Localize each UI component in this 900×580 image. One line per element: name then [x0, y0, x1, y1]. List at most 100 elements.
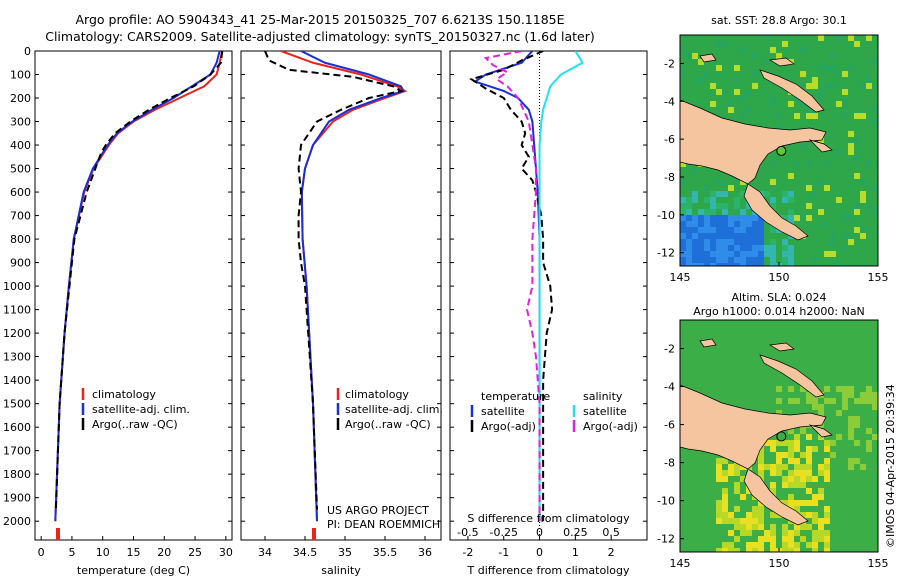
land-mass	[680, 384, 827, 470]
figure-title-line1: Argo profile: AO 5904343_41 25-Mar-2015 …	[75, 12, 565, 27]
y-tick-label: -12	[657, 247, 675, 260]
salinity-panel-frame	[240, 50, 442, 541]
salinity-series-1	[300, 51, 405, 522]
temperature-series-1	[54, 51, 221, 522]
legend-label: Argo(..raw -QC)	[92, 418, 178, 431]
legend-label: satellite	[481, 405, 525, 418]
x-tick-label: -2	[462, 546, 473, 559]
x-tick-label: 34	[258, 546, 272, 559]
legend-title: temperature	[481, 390, 550, 403]
top-tick-label: 0.5	[602, 526, 620, 539]
y-tick-label: 200	[10, 92, 31, 105]
y-tick-label: 2000	[3, 515, 31, 528]
argo-location-marker	[776, 431, 787, 442]
y-tick-label: 1600	[3, 421, 31, 434]
top-axis-label: S difference from climatology	[467, 512, 630, 525]
y-tick-label: 100	[10, 69, 31, 82]
x-tick-label: 20	[157, 546, 171, 559]
y-tick-label: 800	[10, 233, 31, 246]
difference-panel-frame	[449, 50, 648, 541]
difference-series-2	[538, 51, 584, 522]
temperature-series-2	[54, 51, 224, 510]
y-tick-label: -2	[664, 343, 675, 356]
x-tick-label: 36	[418, 546, 432, 559]
y-tick-label: 1400	[3, 374, 31, 387]
y-tick-label: 700	[10, 210, 31, 223]
x-axis-label: salinity	[321, 564, 361, 577]
y-tick-label: 1900	[3, 492, 31, 505]
argo-location-marker	[776, 145, 787, 156]
y-tick-label: -4	[664, 381, 675, 394]
y-tick-label: 1800	[3, 468, 31, 481]
x-tick-label: 155	[868, 271, 889, 284]
sla-map	[680, 320, 878, 552]
sst-map	[680, 35, 878, 266]
x-tick-label: 15	[127, 546, 141, 559]
y-tick-label: -6	[664, 133, 675, 146]
x-tick-label: 34.5	[293, 546, 318, 559]
legend-label: climatology	[92, 388, 156, 401]
top-tick-label: 0.25	[563, 526, 588, 539]
x-axis-label: temperature (deg C)	[77, 564, 190, 577]
x-tick-label: 0	[536, 546, 543, 559]
y-tick-label: -10	[657, 209, 675, 222]
x-tick-label: 145	[670, 557, 691, 570]
y-tick-label: -8	[664, 457, 675, 470]
x-tick-label: 35	[338, 546, 352, 559]
watermark: ©IMOS 04-Apr-2015 20:39:34	[884, 384, 897, 548]
x-tick-label: 25	[188, 546, 202, 559]
temperature-series-0	[54, 51, 224, 522]
x-tick-label: 2	[608, 546, 615, 559]
bottom-marker	[312, 528, 316, 540]
y-tick-label: 1700	[3, 445, 31, 458]
legend-label: satellite-adj. clim.	[345, 403, 443, 416]
y-tick-label: -10	[657, 495, 675, 508]
credit-line2: PI: DEAN ROEMMICH	[327, 518, 440, 531]
x-tick-label: 145	[670, 271, 691, 284]
y-tick-label: -4	[664, 95, 675, 108]
y-tick-label: 300	[10, 116, 31, 129]
y-tick-label: -8	[664, 171, 675, 184]
top-tick-label: -0.25	[489, 526, 517, 539]
y-tick-label: 600	[10, 186, 31, 199]
y-tick-label: 900	[10, 257, 31, 270]
y-tick-label: -12	[657, 533, 675, 546]
x-tick-label: 150	[769, 557, 790, 570]
legend-label: Argo(-adj)	[481, 420, 536, 433]
y-tick-label: -6	[664, 419, 675, 432]
x-tick-label: 5	[68, 546, 75, 559]
temperature-panel-frame	[34, 50, 233, 541]
legend-label: satellite-adj. clim.	[92, 403, 190, 416]
x-tick-label: 150	[769, 271, 790, 284]
y-tick-label: 500	[10, 163, 31, 176]
x-tick-label: 35.5	[373, 546, 398, 559]
y-tick-label: 1000	[3, 280, 31, 293]
x-tick-label: 155	[868, 557, 889, 570]
y-tick-label: 1100	[3, 304, 31, 317]
top-tick-label: 0	[536, 526, 543, 539]
x-tick-label: 1	[572, 546, 579, 559]
map-title: Altim. SLA: 0.024	[731, 291, 826, 304]
x-tick-label: 30	[219, 546, 233, 559]
legend-label: Argo(-adj)	[583, 420, 638, 433]
difference-series-3	[483, 51, 541, 522]
y-tick-label: 1300	[3, 351, 31, 364]
legend-label: climatology	[345, 388, 409, 401]
x-tick-label: 0	[38, 546, 45, 559]
difference-series-1	[469, 51, 554, 522]
legend-label: satellite	[583, 405, 627, 418]
y-tick-label: 0	[24, 45, 31, 58]
map-title: Argo h1000: 0.014 h2000: NaN	[693, 305, 865, 318]
y-tick-label: 1200	[3, 327, 31, 340]
map-title: sat. SST: 28.8 Argo: 30.1	[711, 14, 847, 27]
salinity-series-0	[280, 51, 408, 522]
x-tick-label: -1	[498, 546, 509, 559]
x-tick-label: 10	[96, 546, 110, 559]
y-tick-label: 400	[10, 139, 31, 152]
credit-line1: US ARGO PROJECT	[327, 504, 429, 517]
bottom-marker	[56, 528, 60, 540]
y-tick-label: 1500	[3, 398, 31, 411]
y-tick-label: -2	[664, 57, 675, 70]
legend-title: salinity	[583, 390, 623, 403]
